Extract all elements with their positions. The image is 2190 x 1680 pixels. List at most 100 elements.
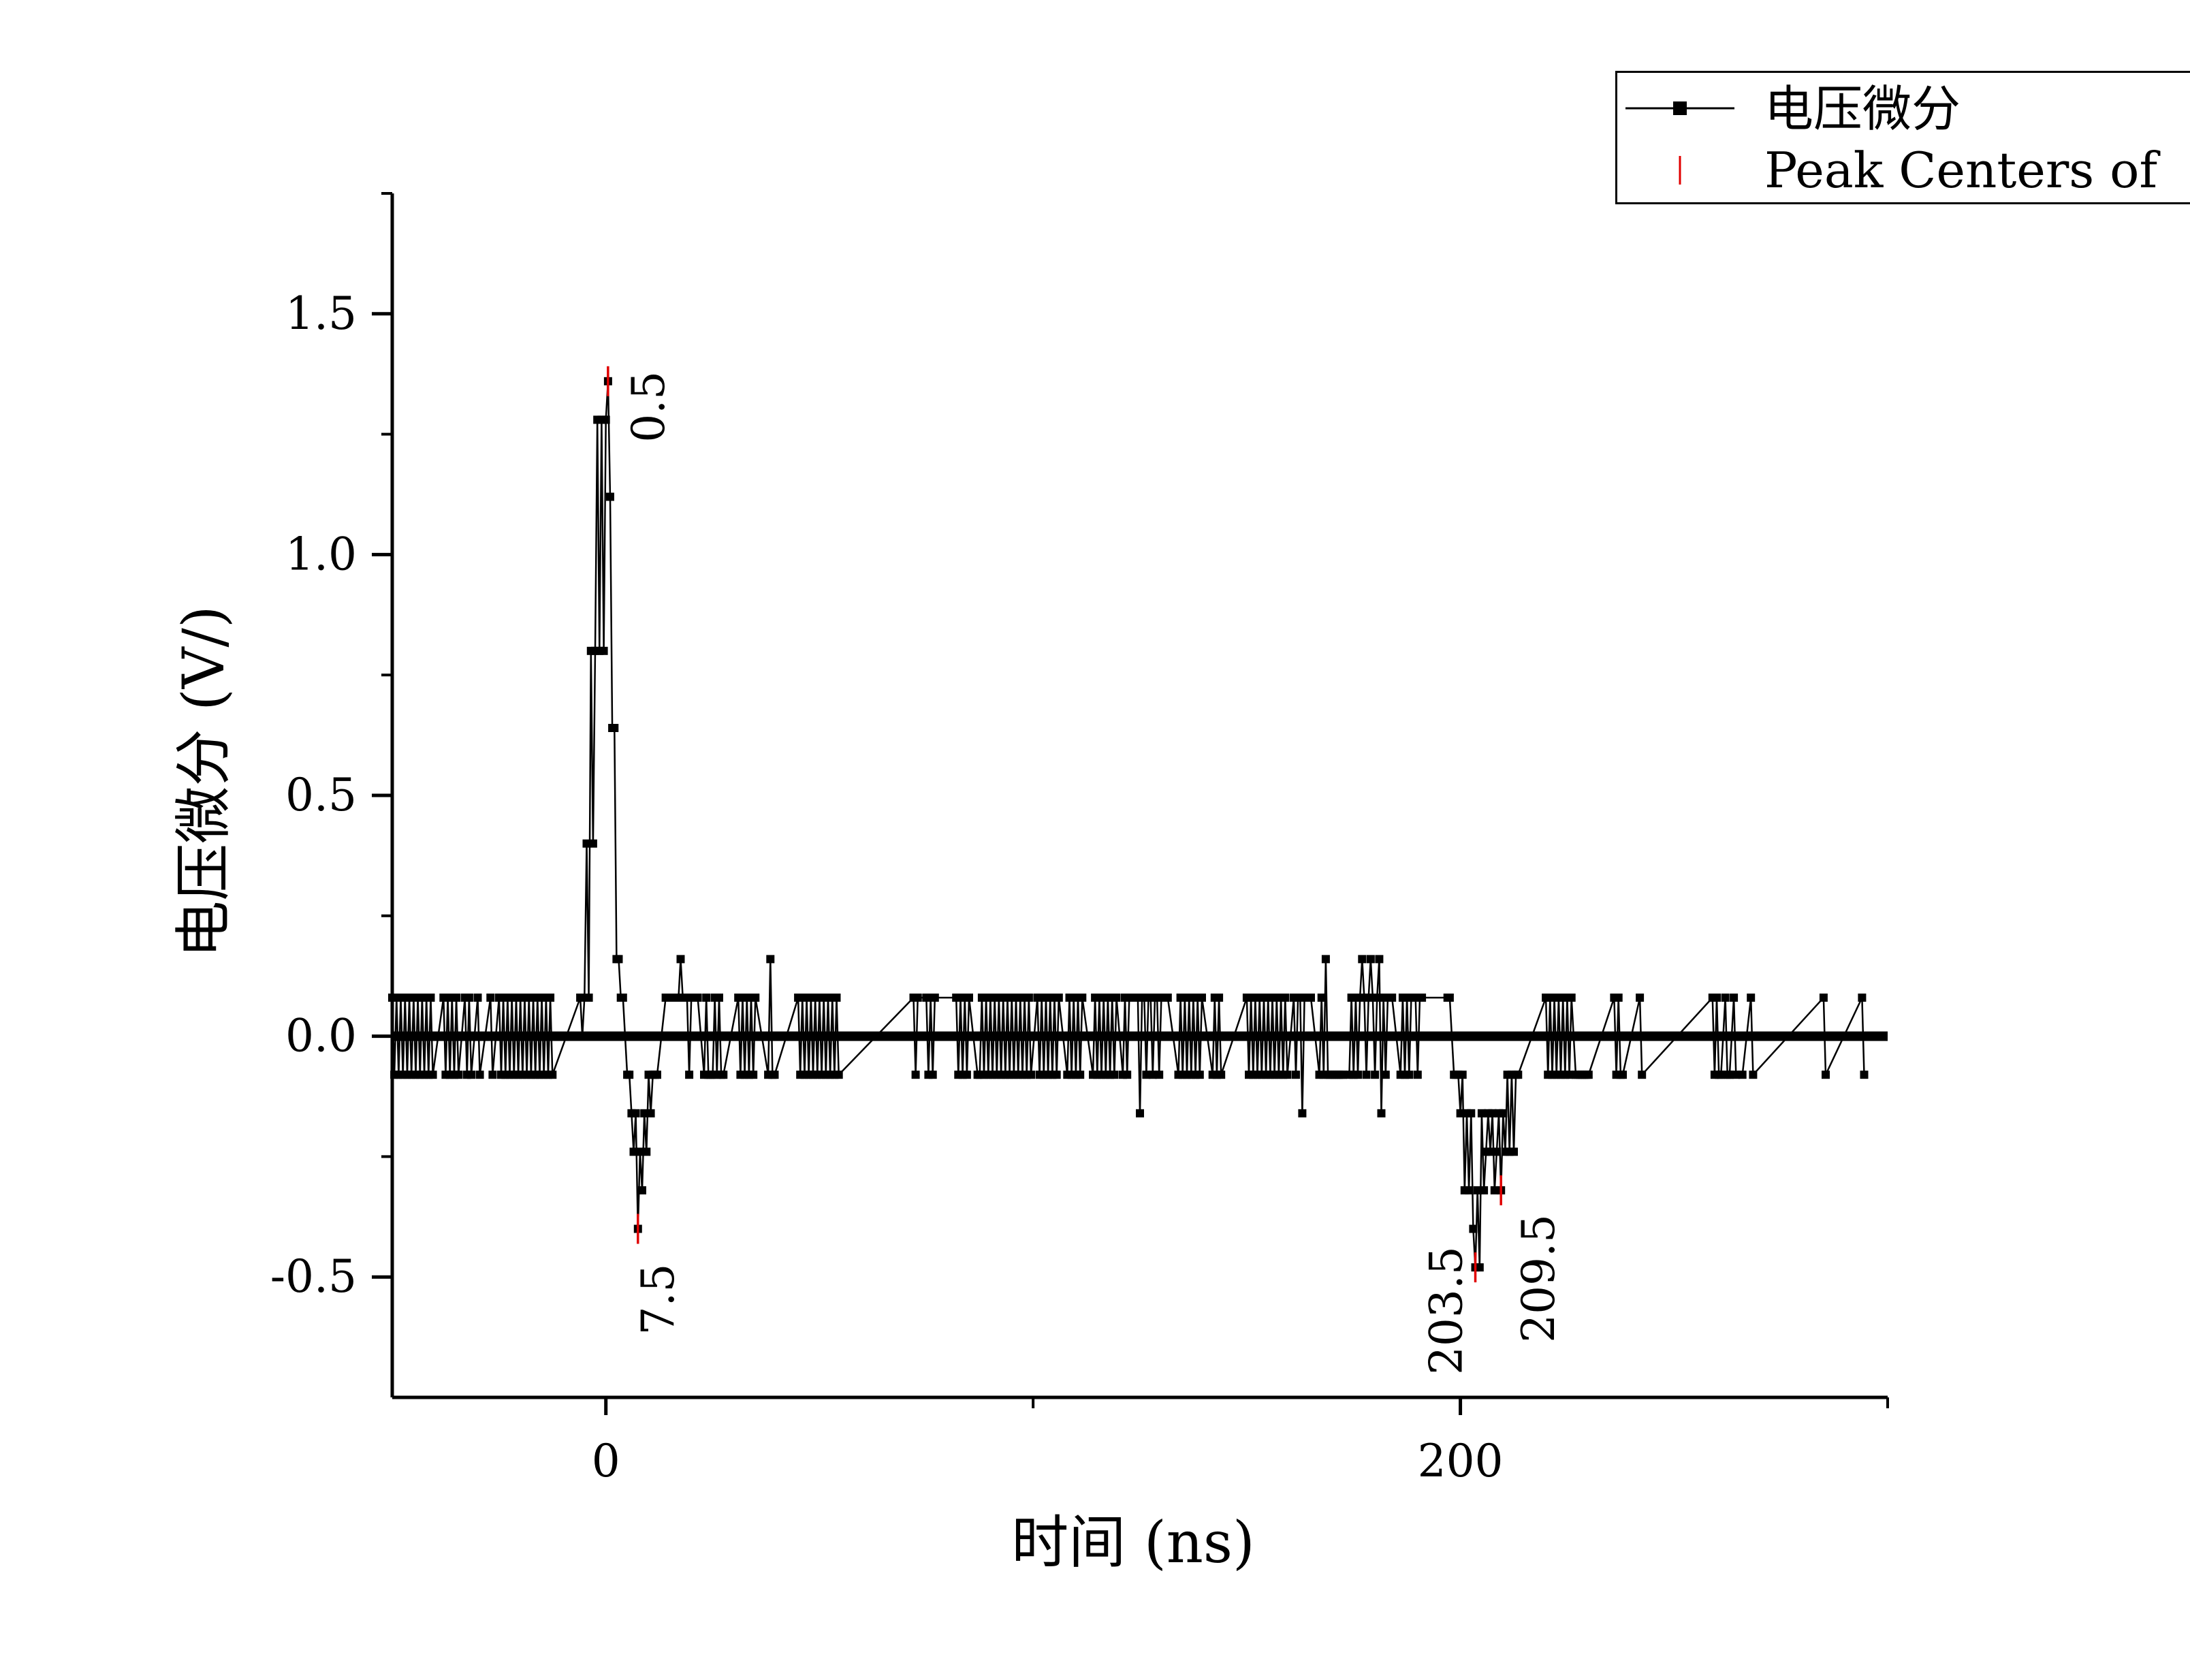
- data-point: [1713, 994, 1721, 1002]
- data-point: [1195, 1071, 1204, 1079]
- data-point: [1052, 1071, 1061, 1079]
- data-point: [1490, 1186, 1499, 1194]
- peak-label: 203.5: [1421, 1246, 1473, 1375]
- y-tick-label: 1.5: [285, 287, 357, 340]
- data-point: [625, 1071, 634, 1079]
- data-point: [1142, 1071, 1151, 1079]
- data-point: [770, 1071, 779, 1079]
- data-point: [428, 1071, 437, 1079]
- data-point: [1475, 1263, 1484, 1272]
- data-point: [1292, 1071, 1300, 1079]
- data-point: [1822, 1071, 1830, 1079]
- data-point: [473, 994, 482, 1002]
- peak-label: 0.5: [622, 371, 675, 443]
- peak-label: 209.5: [1512, 1214, 1565, 1343]
- data-point: [1473, 1186, 1482, 1194]
- data-point: [1375, 955, 1384, 964]
- legend-label-series: 电压微分: [1764, 80, 1961, 138]
- data-point: [454, 1071, 463, 1079]
- data-point: [599, 646, 608, 655]
- data-point: [1567, 994, 1576, 1002]
- data-point: [640, 1109, 649, 1118]
- data-point: [1405, 1071, 1414, 1079]
- peak-markers-layer: [607, 366, 1502, 1283]
- data-point: [1732, 1071, 1741, 1079]
- data-point: [962, 1071, 971, 1079]
- data-point: [1467, 1109, 1476, 1118]
- data-point: [1136, 1109, 1144, 1118]
- data-point: [635, 1147, 644, 1156]
- data-point: [1281, 994, 1290, 1002]
- data-point: [911, 1071, 920, 1079]
- data-point: [1738, 1071, 1747, 1079]
- data-point: [1024, 994, 1033, 1002]
- data-point: [642, 1147, 651, 1156]
- data-point: [653, 1071, 661, 1079]
- data-point: [1480, 1186, 1489, 1194]
- data-point: [546, 994, 555, 1002]
- data-point: [1456, 1109, 1465, 1118]
- data-point: [1749, 1071, 1758, 1079]
- x-axis-title: 时间 (ns): [1011, 1509, 1254, 1576]
- data-point: [486, 994, 495, 1002]
- data-point: [1366, 955, 1375, 964]
- data-point: [1510, 1147, 1518, 1156]
- data-point: [452, 994, 461, 1002]
- x-tick-label: 0: [592, 1435, 620, 1487]
- data-point: [1283, 1071, 1292, 1079]
- data-point: [618, 994, 627, 1002]
- legend: 电压微分 Peak Centers of: [1615, 71, 2190, 204]
- data-point: [1514, 1071, 1523, 1079]
- data-point: [1339, 1071, 1347, 1079]
- data-point: [1076, 1071, 1085, 1079]
- data-point: [1565, 1071, 1574, 1079]
- data-point: [1377, 1109, 1386, 1118]
- data-point: [1418, 994, 1427, 1002]
- data-point: [1725, 1071, 1734, 1079]
- data-point: [719, 1071, 728, 1079]
- data-point: [1078, 994, 1087, 1002]
- data-point: [1388, 994, 1397, 1002]
- data-point: [610, 724, 619, 732]
- data-point: [1381, 1071, 1390, 1079]
- data-point: [965, 994, 973, 1002]
- data-point: [1486, 1147, 1495, 1156]
- legend-svg: 电压微分 Peak Centers of: [1625, 80, 2160, 199]
- data-point: [1155, 1071, 1164, 1079]
- data-point: [1721, 994, 1730, 1002]
- data-point: [1614, 994, 1623, 1002]
- peak-label: 7.5: [632, 1264, 684, 1335]
- series-line-0: [391, 381, 1865, 1268]
- data-point: [1354, 1071, 1362, 1079]
- data-point: [1123, 1071, 1132, 1079]
- data-point: [646, 1109, 655, 1118]
- data-point: [1321, 955, 1330, 964]
- data-point: [766, 955, 775, 964]
- data-point: [1636, 994, 1645, 1002]
- data-point: [1860, 1071, 1869, 1079]
- data-point: [1054, 994, 1063, 1002]
- data-point: [464, 994, 473, 1002]
- data-point: [715, 994, 723, 1002]
- data-point: [606, 492, 614, 501]
- data-point: [1730, 994, 1739, 1002]
- data-point: [1619, 1071, 1627, 1079]
- x-tick-label: 200: [1418, 1435, 1504, 1487]
- data-point: [631, 1109, 640, 1118]
- data-point: [1163, 994, 1172, 1002]
- data-point: [488, 1071, 497, 1079]
- data-point: [1027, 1071, 1035, 1079]
- data-point: [1584, 1071, 1593, 1079]
- data-point: [1747, 994, 1756, 1002]
- data-point: [1217, 1071, 1226, 1079]
- y-tick-label: 0.5: [285, 769, 357, 821]
- data-point: [467, 1071, 476, 1079]
- data-point: [1492, 1147, 1501, 1156]
- data-point: [1358, 955, 1367, 964]
- data-point: [1469, 1224, 1478, 1233]
- data-point: [1445, 994, 1454, 1002]
- data-point: [685, 1071, 694, 1079]
- legend-swatch-series: [1625, 101, 1734, 115]
